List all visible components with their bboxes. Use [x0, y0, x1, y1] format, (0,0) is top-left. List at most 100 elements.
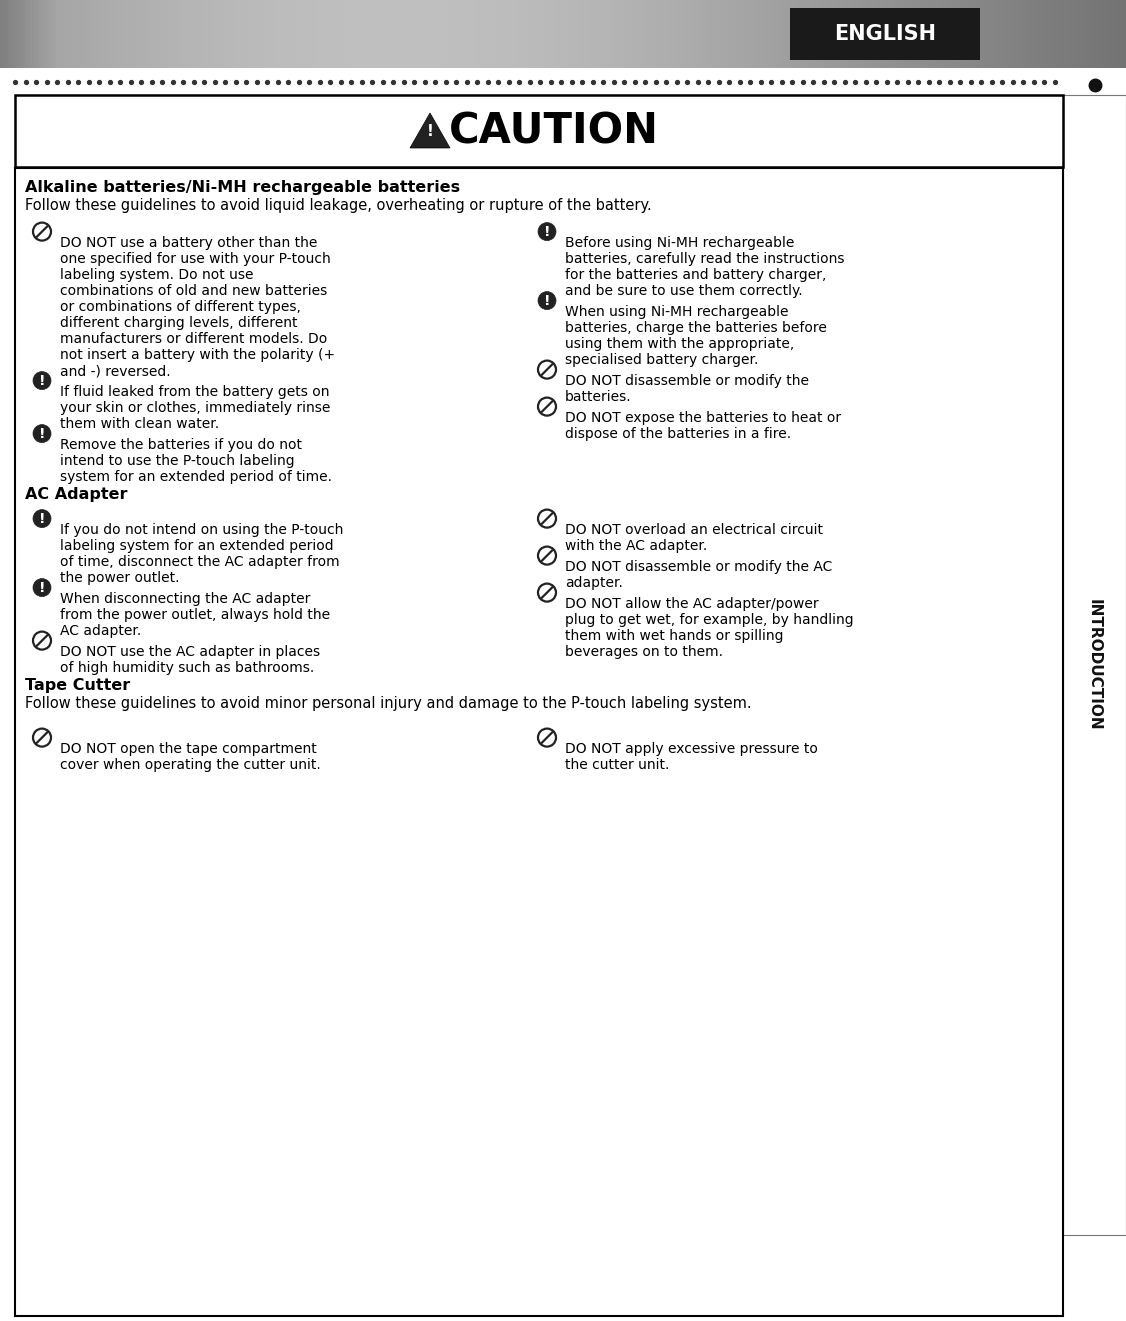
Bar — [608, 0, 613, 67]
Bar — [307, 0, 313, 67]
Bar — [690, 0, 696, 67]
Bar — [3, 0, 9, 67]
Bar — [721, 0, 725, 67]
Text: beverages on to them.: beverages on to them. — [565, 645, 723, 659]
Bar — [465, 0, 471, 67]
Bar — [807, 0, 812, 67]
Bar — [683, 0, 688, 67]
Bar — [1006, 0, 1011, 67]
Bar — [983, 0, 989, 67]
Bar — [470, 0, 474, 67]
Bar — [90, 0, 95, 67]
Bar — [822, 0, 826, 67]
Bar — [124, 0, 128, 67]
Bar — [754, 0, 759, 67]
Bar — [1036, 0, 1040, 67]
Bar — [93, 0, 99, 67]
Bar — [425, 0, 429, 67]
Bar — [338, 0, 342, 67]
Bar — [1058, 0, 1063, 67]
Bar — [341, 0, 347, 67]
Text: the power outlet.: the power outlet. — [60, 571, 179, 585]
Bar — [642, 0, 646, 67]
Text: DO NOT use a battery other than the: DO NOT use a battery other than the — [60, 236, 318, 250]
Bar — [1010, 0, 1015, 67]
Text: Alkaline batteries/Ni-MH rechargeable batteries: Alkaline batteries/Ni-MH rechargeable ba… — [25, 180, 461, 196]
Bar — [526, 0, 530, 67]
Bar — [729, 0, 733, 67]
Bar — [413, 0, 418, 67]
Text: with the AC adapter.: with the AC adapter. — [565, 539, 707, 553]
Bar — [566, 0, 572, 67]
Bar — [507, 0, 511, 67]
Bar — [79, 0, 83, 67]
Text: system for an extended period of time.: system for an extended period of time. — [60, 470, 332, 483]
Bar — [920, 0, 924, 67]
Bar — [319, 0, 324, 67]
Text: your skin or clothes, immediately rinse: your skin or clothes, immediately rinse — [60, 402, 330, 415]
Text: If you do not intend on using the P-touch: If you do not intend on using the P-touc… — [60, 523, 343, 538]
Text: labeling system for an extended period: labeling system for an extended period — [60, 539, 333, 553]
Bar — [195, 0, 200, 67]
Bar — [285, 0, 291, 67]
Bar — [954, 0, 958, 67]
Bar — [825, 0, 831, 67]
Bar — [893, 0, 899, 67]
Bar — [394, 0, 399, 67]
Text: of high humidity such as bathrooms.: of high humidity such as bathrooms. — [60, 660, 314, 675]
Bar — [645, 0, 651, 67]
Bar — [315, 0, 320, 67]
Bar — [586, 0, 590, 67]
Bar — [537, 0, 542, 67]
Text: AC adapter.: AC adapter. — [60, 624, 141, 638]
Text: CAUTION: CAUTION — [449, 110, 659, 152]
Bar — [499, 0, 504, 67]
Bar — [248, 0, 252, 67]
Bar — [976, 0, 981, 67]
Bar — [717, 0, 722, 67]
Bar — [548, 0, 553, 67]
Bar — [927, 0, 932, 67]
Bar — [799, 0, 804, 67]
Text: combinations of old and new batteries: combinations of old and new batteries — [60, 284, 328, 299]
Bar — [48, 0, 54, 67]
Text: adapter.: adapter. — [565, 576, 623, 590]
Bar — [600, 0, 606, 67]
Bar — [1017, 0, 1022, 67]
Bar — [638, 0, 643, 67]
Bar — [417, 0, 421, 67]
Bar — [960, 0, 966, 67]
Bar — [790, 8, 980, 59]
Text: the cutter unit.: the cutter unit. — [565, 758, 669, 771]
Bar — [605, 0, 609, 67]
Bar — [515, 0, 519, 67]
Bar — [1028, 0, 1034, 67]
Bar — [1100, 0, 1105, 67]
Bar — [994, 0, 1000, 67]
Bar — [262, 0, 268, 67]
Bar — [627, 0, 632, 67]
Bar — [397, 0, 403, 67]
Bar — [172, 0, 178, 67]
Bar — [1081, 0, 1085, 67]
Bar — [1107, 0, 1112, 67]
Bar — [904, 0, 910, 67]
Text: one specified for use with your P-touch: one specified for use with your P-touch — [60, 252, 331, 266]
Bar — [19, 0, 24, 67]
Bar — [293, 0, 297, 67]
Bar — [375, 0, 381, 67]
Bar — [15, 95, 1063, 166]
Bar — [98, 0, 102, 67]
Text: !: ! — [38, 511, 45, 526]
Text: DO NOT open the tape compartment: DO NOT open the tape compartment — [60, 742, 316, 756]
Bar — [859, 0, 865, 67]
Bar — [225, 0, 230, 67]
Bar — [901, 0, 905, 67]
Bar — [109, 0, 114, 67]
Text: DO NOT expose the batteries to heat or: DO NOT expose the batteries to heat or — [565, 411, 841, 425]
Bar — [856, 0, 860, 67]
Bar — [909, 0, 913, 67]
Bar — [1013, 0, 1018, 67]
Bar — [180, 0, 185, 67]
Bar — [589, 0, 595, 67]
